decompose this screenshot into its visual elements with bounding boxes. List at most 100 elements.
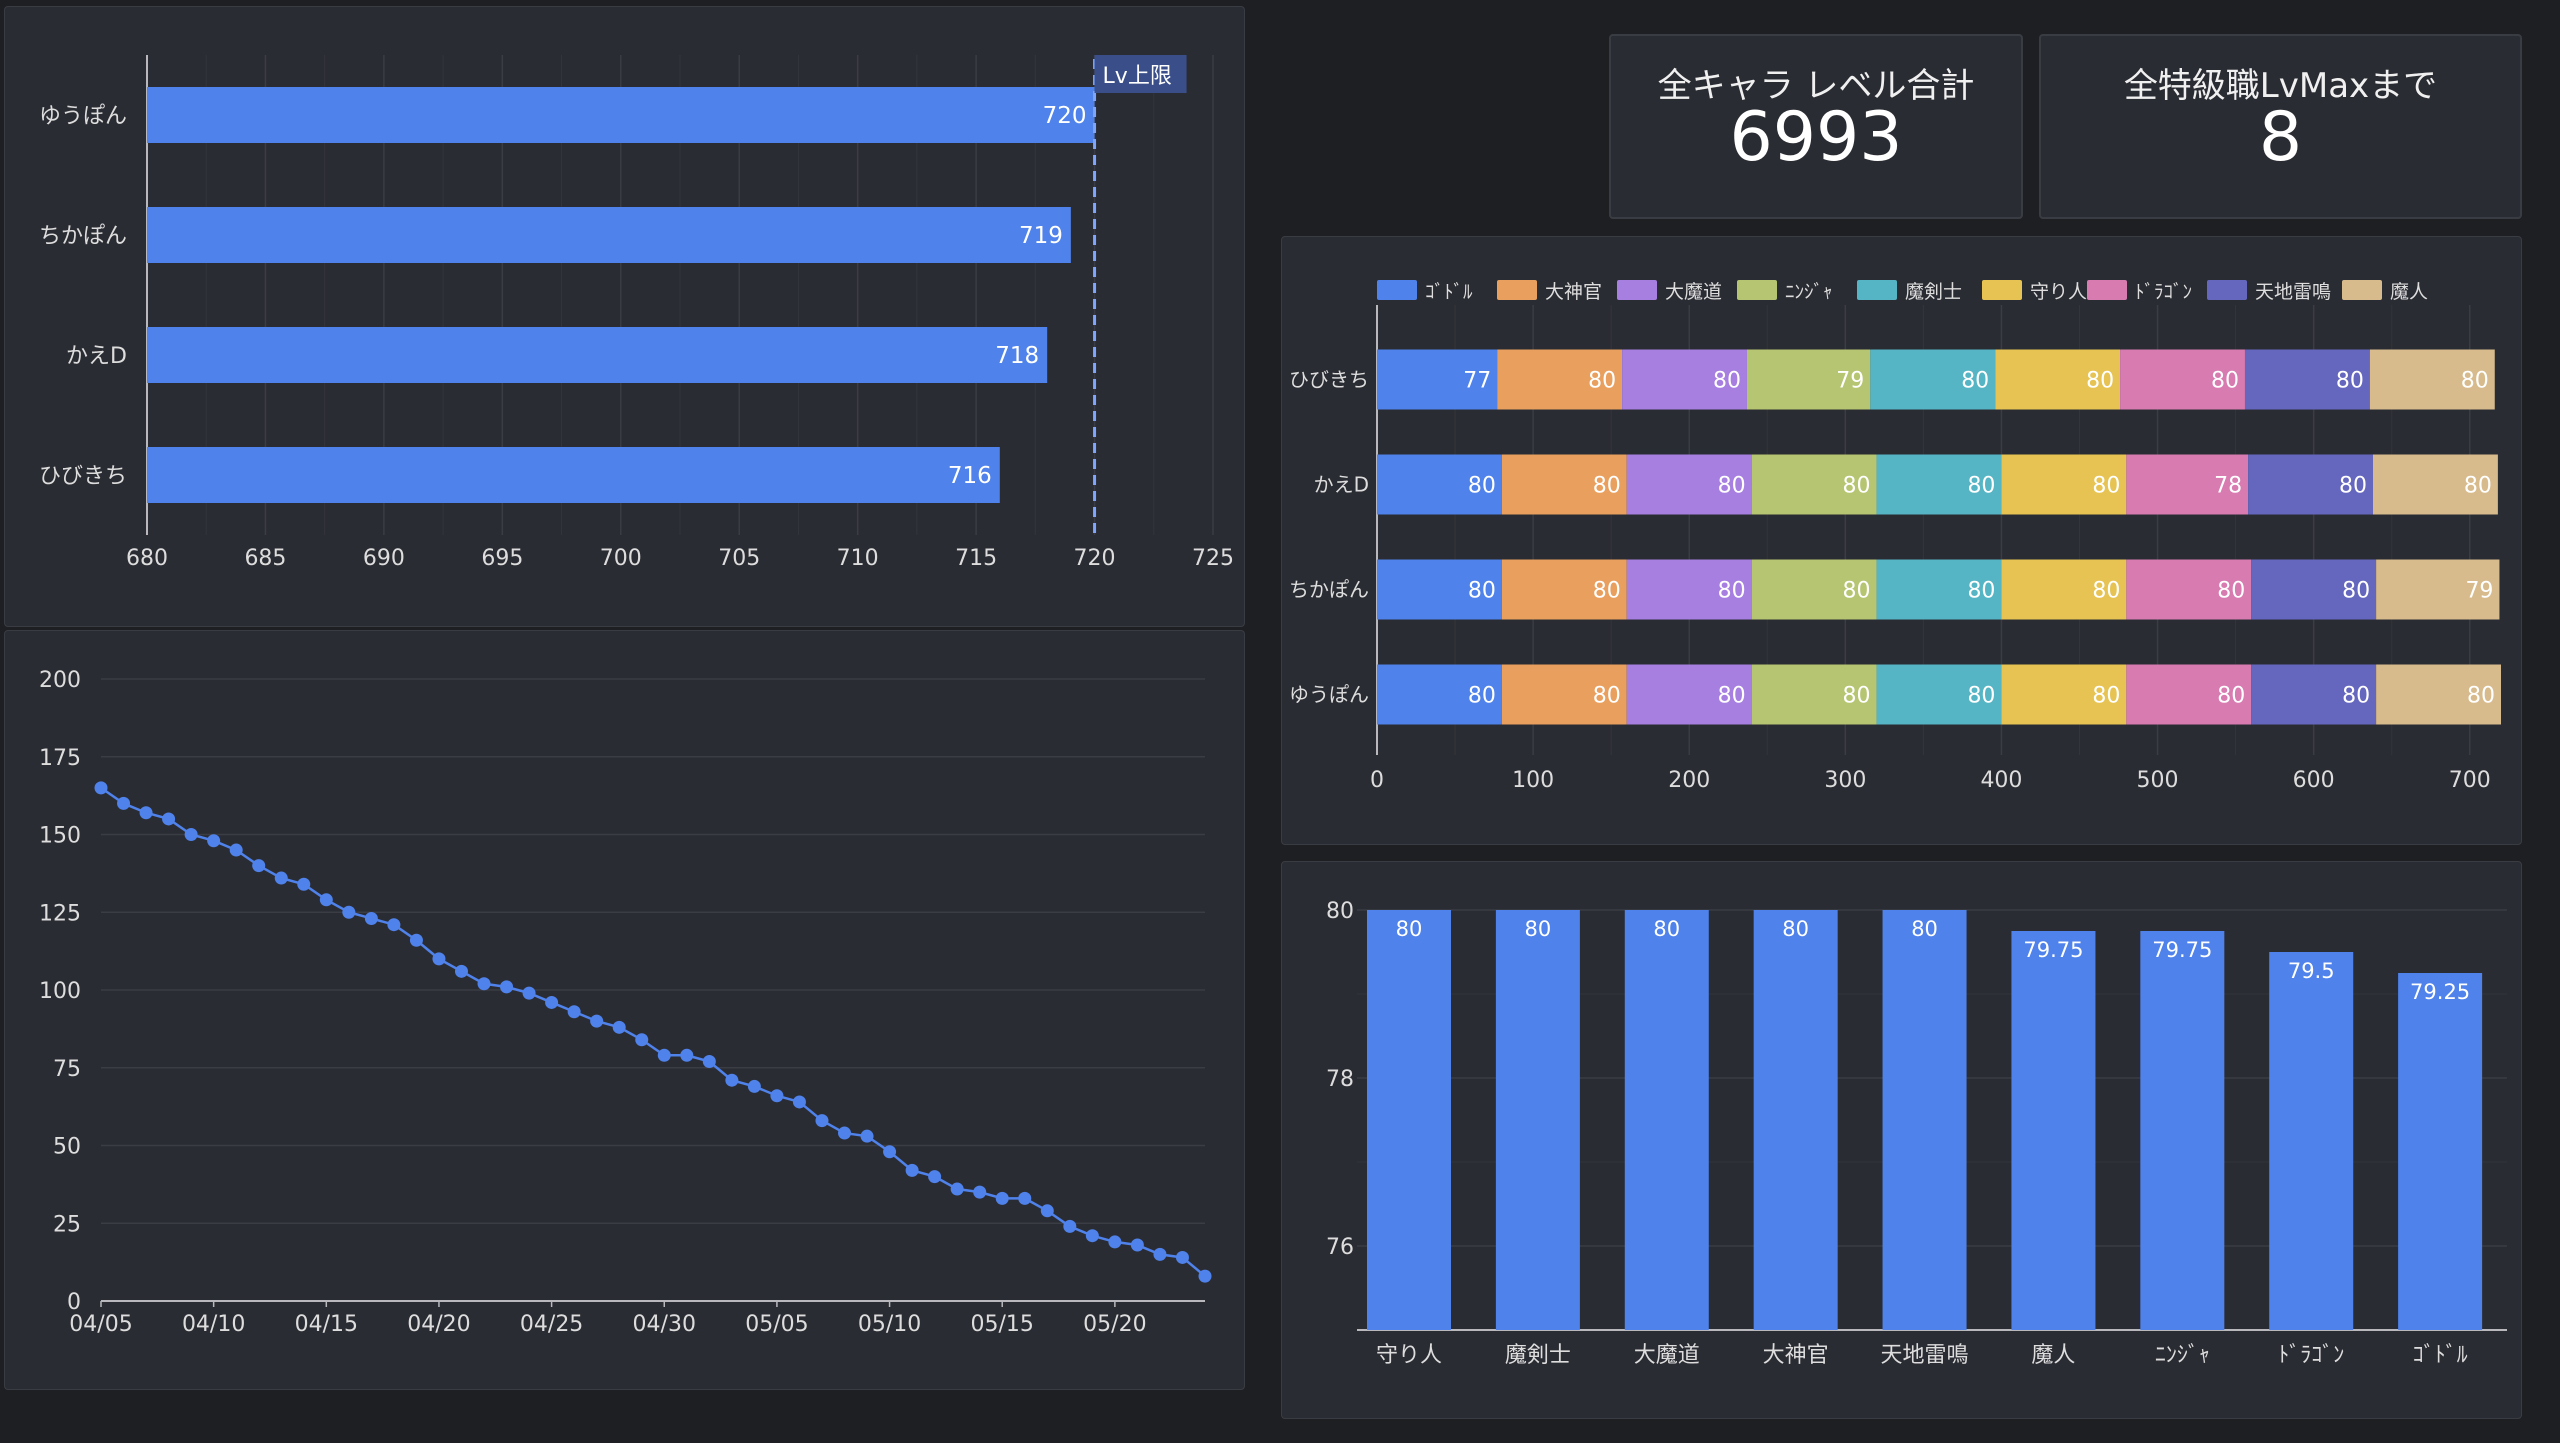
legend-label: 大神官: [1545, 281, 1602, 303]
x-tick-label: 05/10: [858, 1312, 921, 1337]
kpi-total-level-value: 6993: [1729, 98, 1903, 177]
bar-value-label: 718: [995, 343, 1039, 369]
data-point: [432, 952, 446, 966]
data-point: [274, 871, 288, 885]
x-tick-label: 695: [481, 546, 523, 571]
data-point: [1153, 1247, 1167, 1261]
category-label: ちかぽん: [1289, 578, 1369, 602]
y-tick-label: 125: [39, 901, 81, 926]
remaining-series-line: [100, 786, 1206, 1278]
bar: [1367, 910, 1451, 1330]
bar: [147, 87, 1095, 143]
x-tick-label: 05/20: [1083, 1312, 1146, 1337]
x-tick-label: 04/25: [520, 1312, 583, 1337]
data-point: [860, 1129, 874, 1143]
segment-value-label: 80: [1961, 369, 1989, 394]
segment-value-label: 80: [2092, 579, 2120, 604]
per-job-stacked-chart: ｺﾞﾄﾞﾙ 大神官 大魔道 ﾆﾝｼﾞｬ 魔剣士 守り人 ﾄﾞﾗｺﾞﾝ 天地雷鳴 魔人 0 100 20…: [1289, 280, 2501, 793]
legend-swatch: [2207, 280, 2247, 300]
stacked-segment: [1876, 454, 2002, 515]
data-point: [1085, 1229, 1099, 1243]
segment-value-label: 80: [1593, 474, 1621, 499]
data-point: [973, 1185, 987, 1199]
x-tick-label: 700: [600, 546, 642, 571]
segment-value-label: 80: [1718, 684, 1746, 709]
segment-value-label: 80: [2217, 684, 2245, 709]
data-point: [342, 905, 356, 919]
data-point: [522, 986, 536, 1000]
avg-job-panel: 76 78 80 80 守り人 80 魔剣士 80 大魔道 80 大神官 80 天地雷鳴 79.75 魔人 7…: [1281, 861, 2522, 1419]
data-point: [1040, 1204, 1054, 1218]
legend-swatch: [1857, 280, 1897, 300]
stacked-segment: [1626, 559, 1752, 620]
legend-label: ｺﾞﾄﾞﾙ: [1425, 281, 1473, 303]
stacked-segment: [1497, 349, 1623, 410]
segment-value-label: 80: [1967, 579, 1995, 604]
data-point: [680, 1048, 694, 1062]
stacked-segment: [1501, 664, 1627, 725]
legend-label: ﾄﾞﾗｺﾞﾝ: [2135, 281, 2192, 303]
x-tick-label: 04/20: [407, 1312, 470, 1337]
data-point: [747, 1079, 761, 1093]
stacked-segment: [1751, 664, 1877, 725]
data-point: [770, 1089, 784, 1103]
legend-swatch: [2342, 280, 2382, 300]
y-tick-label: 50: [53, 1135, 81, 1160]
kpi-total-level: 全キャラ レベル合計 6993: [1609, 34, 2023, 219]
segment-value-label: 80: [1718, 474, 1746, 499]
bar-value-label: 80: [1525, 917, 1552, 941]
data-point: [184, 828, 198, 841]
category-label: ﾄﾞﾗｺﾞﾝ: [2278, 1343, 2344, 1368]
stacked-segment: [2376, 559, 2500, 620]
x-tick-label: 600: [2293, 768, 2335, 793]
x-tick-label: 720: [1074, 546, 1116, 571]
segment-value-label: 80: [2336, 369, 2364, 394]
y-tick-label: 25: [53, 1212, 81, 1237]
category-label: 守り人: [1376, 1343, 1442, 1368]
y-tick-label: 75: [53, 1057, 81, 1082]
x-tick-label: 05/15: [971, 1312, 1034, 1337]
data-point: [995, 1191, 1009, 1205]
data-point: [252, 859, 266, 873]
segment-value-label: 80: [1843, 684, 1871, 709]
x-tick-label: 500: [2137, 768, 2179, 793]
segment-value-label: 80: [2339, 474, 2367, 499]
data-point: [1018, 1191, 1032, 1205]
legend-label: ﾆﾝｼﾞｬ: [1785, 281, 1833, 303]
segment-value-label: 78: [2214, 474, 2242, 499]
data-point: [905, 1163, 919, 1177]
data-point: [702, 1055, 716, 1069]
stacked-segment: [1377, 664, 1502, 725]
stacked-segment: [1995, 349, 2121, 410]
x-tick-label: 200: [1668, 768, 1710, 793]
data-point: [1063, 1219, 1077, 1233]
segment-value-label: 80: [1967, 684, 1995, 709]
data-point: [319, 893, 333, 907]
category-label: ちかぽん: [39, 224, 127, 249]
legend-swatch: [1737, 280, 1777, 300]
x-tick-label: 725: [1192, 546, 1234, 571]
segment-value-label: 80: [1718, 579, 1746, 604]
legend-label: 天地雷鳴: [2255, 281, 2331, 303]
segment-value-label: 80: [2342, 684, 2370, 709]
data-point: [139, 806, 153, 820]
data-point: [1130, 1238, 1144, 1252]
data-point: [1175, 1250, 1189, 1264]
category-label: ゆうぽん: [1289, 683, 1369, 707]
stacked-segment: [2001, 559, 2127, 620]
bar: [2269, 952, 2354, 1330]
kpi-to-max-value: 8: [2258, 98, 2303, 177]
stacked-segment: [1501, 454, 1627, 515]
stacked-segment: [1377, 349, 1498, 410]
bar: [147, 447, 1000, 503]
bar-value-label: 80: [1653, 917, 1680, 941]
segment-value-label: 80: [2342, 579, 2370, 604]
data-point: [928, 1170, 942, 1184]
segment-value-label: 80: [1967, 474, 1995, 499]
stacked-segment: [1626, 454, 1752, 515]
bar-value-label: 80: [1911, 917, 1938, 941]
bar: [2011, 931, 2096, 1330]
data-point: [454, 964, 468, 978]
y-tick-label: 78: [1326, 1067, 1354, 1092]
bar-value-label: 79.5: [2288, 959, 2335, 983]
